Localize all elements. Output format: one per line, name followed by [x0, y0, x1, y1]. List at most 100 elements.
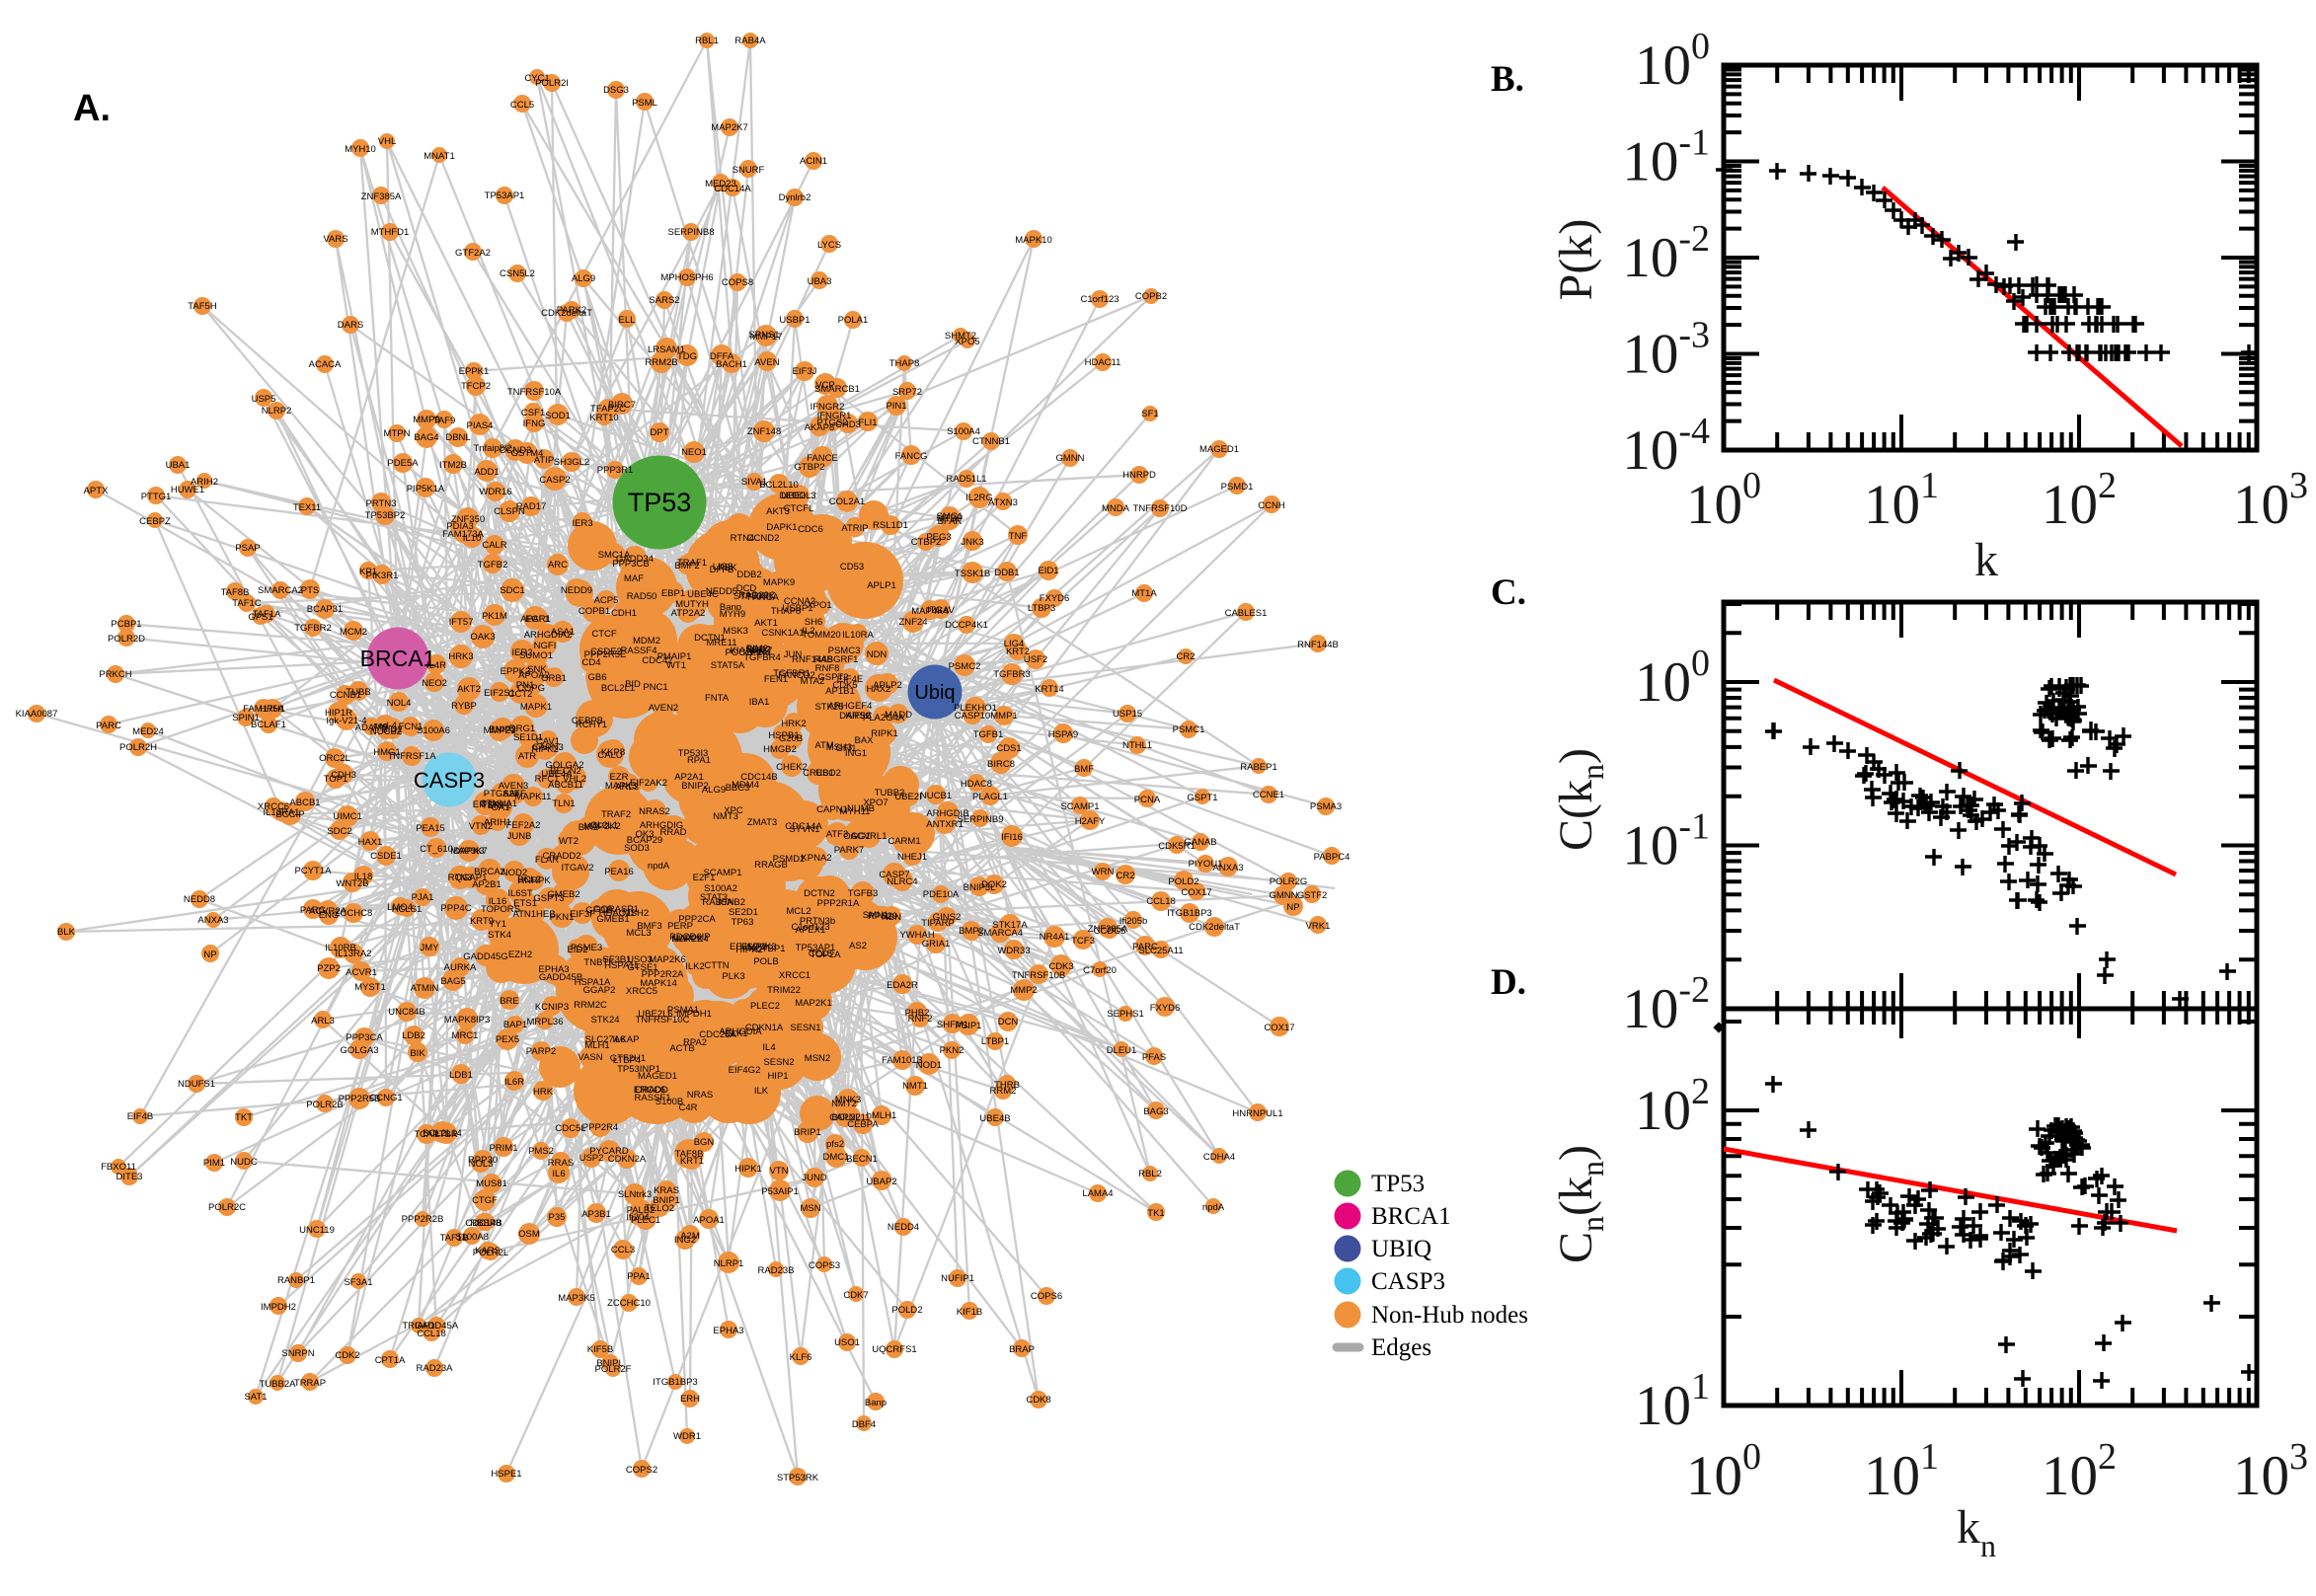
svg-text:10-2: 10-2	[1622, 969, 1710, 1040]
svg-text:GFI1B: GFI1B	[585, 905, 612, 916]
svg-text:GB6: GB6	[587, 672, 606, 683]
svg-text:ADD1: ADD1	[474, 467, 499, 478]
svg-text:TRAF1: TRAF1	[677, 558, 707, 569]
svg-text:HUWE1: HUWE1	[171, 485, 204, 495]
svg-text:CDKN2A: CDKN2A	[608, 1154, 647, 1165]
svg-text:TRRAP: TRRAP	[294, 1378, 326, 1389]
svg-text:WT1: WT1	[666, 660, 686, 671]
svg-text:KRT10: KRT10	[589, 413, 618, 423]
svg-text:MCM2: MCM2	[340, 627, 367, 638]
svg-text:DBNL: DBNL	[445, 432, 470, 443]
svg-text:ANTXR1: ANTXR1	[926, 819, 963, 830]
svg-text:NEDD4: NEDD4	[888, 1222, 919, 1233]
svg-text:USBP1: USBP1	[779, 315, 810, 326]
svg-text:CLSPN: CLSPN	[494, 506, 525, 517]
svg-text:PSAP: PSAP	[235, 543, 260, 554]
svg-text:PLEC1: PLEC1	[631, 1215, 660, 1226]
svg-text:GADD45G: GADD45G	[463, 951, 507, 962]
svg-text:IMPDH2: IMPDH2	[261, 1302, 296, 1313]
svg-text:ERCC6: ERCC6	[634, 1085, 665, 1096]
svg-text:LIG3: LIG3	[713, 562, 733, 572]
svg-text:NGFI: NGFI	[534, 641, 557, 651]
svg-text:PSMA3: PSMA3	[1310, 801, 1342, 812]
svg-text:DEDD: DEDD	[780, 491, 807, 501]
svg-text:EID2: EID2	[567, 945, 587, 955]
svg-text:B.: B.	[1491, 59, 1524, 100]
svg-text:BECN2: BECN2	[550, 766, 581, 777]
svg-text:NUDC: NUDC	[230, 1157, 258, 1168]
svg-text:CTNNA1: CTNNA1	[480, 798, 517, 809]
svg-text:ILK: ILK	[754, 1086, 769, 1097]
svg-text:SLNtrk3: SLNtrk3	[618, 1189, 652, 1200]
svg-text:LMO4: LMO4	[387, 902, 413, 913]
svg-text:ACVR1: ACVR1	[346, 967, 377, 978]
svg-text:BID2: BID2	[381, 724, 402, 735]
svg-text:PSME3: PSME3	[571, 943, 602, 953]
svg-text:DBF4: DBF4	[852, 1419, 876, 1430]
svg-text:UBE2L3: UBE2L3	[781, 491, 815, 501]
svg-text:KIF5C: KIF5C	[846, 711, 873, 722]
svg-text:ORB1: ORB1	[541, 673, 567, 684]
svg-text:POLA1: POLA1	[838, 315, 869, 326]
svg-text:DCTN2: DCTN2	[804, 888, 835, 899]
svg-text:MAP3K5: MAP3K5	[558, 1293, 595, 1304]
svg-text:TGFBR2: TGFBR2	[294, 623, 331, 634]
svg-text:CRADD: CRADD	[635, 1085, 668, 1096]
svg-text:RAB5A: RAB5A	[702, 897, 733, 908]
svg-text:BRCA2: BRCA2	[474, 867, 505, 877]
svg-text:Edges: Edges	[1371, 1334, 1431, 1361]
svg-text:NUMB: NUMB	[847, 803, 875, 814]
svg-text:ACTB: ACTB	[669, 1043, 694, 1054]
svg-text:MAPK10: MAPK10	[1015, 235, 1052, 246]
svg-text:CDK2deltaT: CDK2deltaT	[541, 308, 592, 319]
svg-text:SH3GL2: SH3GL2	[554, 457, 589, 468]
svg-text:SDC1: SDC1	[500, 585, 524, 596]
svg-text:TLN1: TLN1	[552, 798, 575, 809]
svg-text:HAX2: HAX2	[867, 684, 891, 695]
svg-text:BNIPL: BNIPL	[596, 1358, 623, 1369]
svg-text:MAP4K4: MAP4K4	[911, 606, 949, 617]
svg-text:P35: P35	[549, 1212, 566, 1223]
svg-text:ATP2A2: ATP2A2	[671, 608, 706, 619]
svg-text:PDIA3: PDIA3	[446, 521, 473, 532]
svg-text:FNTA: FNTA	[705, 693, 730, 704]
svg-text:FAM175A: FAM175A	[243, 704, 284, 715]
svg-text:LDB2: LDB2	[402, 1030, 425, 1041]
svg-text:TAF5H: TAF5H	[188, 301, 217, 312]
svg-text:KRT2: KRT2	[1006, 646, 1030, 657]
svg-text:NEDD8: NEDD8	[184, 894, 215, 905]
svg-text:SDC2: SDC2	[327, 826, 351, 837]
svg-text:APAF1: APAF1	[520, 614, 549, 625]
svg-text:TP63: TP63	[732, 917, 754, 928]
svg-text:TNF: TNF	[1009, 531, 1028, 542]
svg-text:LAMA4: LAMA4	[1082, 1188, 1113, 1199]
svg-text:PIYOU1: PIYOU1	[1189, 859, 1223, 870]
svg-text:YWHAH: YWHAH	[899, 930, 935, 941]
svg-text:CCL18: CCL18	[1146, 896, 1176, 907]
svg-text:NUCB1: NUCB1	[920, 791, 952, 801]
svg-text:DARS: DARS	[338, 320, 363, 331]
svg-text:H2AFY: H2AFY	[1075, 816, 1106, 827]
svg-text:CCND3: CCND3	[500, 445, 532, 456]
svg-text:APLP1: APLP1	[867, 580, 896, 591]
svg-text:COPS2: COPS2	[626, 1465, 657, 1476]
svg-text:TNFRSF1A: TNFRSF1A	[387, 751, 436, 762]
svg-text:CYC1: CYC1	[524, 73, 549, 84]
svg-text:IFNGR1: IFNGR1	[817, 411, 852, 421]
svg-text:GADD45B: GADD45B	[539, 972, 582, 983]
svg-text:RASGRF1: RASGRF1	[814, 654, 859, 665]
svg-text:CR2: CR2	[1176, 651, 1195, 662]
svg-text:IL18: IL18	[354, 872, 373, 882]
svg-text:CDC14A: CDC14A	[714, 184, 751, 194]
svg-text:TP53BP2: TP53BP2	[365, 510, 406, 521]
svg-text:DCTN1: DCTN1	[694, 633, 726, 644]
svg-text:Banp: Banp	[865, 1398, 887, 1408]
svg-text:S100A8: S100A8	[455, 1232, 489, 1243]
svg-text:ATRIP: ATRIP	[841, 523, 868, 534]
svg-text:EGR1: EGR1	[525, 614, 551, 625]
svg-text:CDC42: CDC42	[642, 655, 672, 666]
svg-text:MAPK14: MAPK14	[640, 978, 677, 989]
svg-text:ZNF385A: ZNF385A	[1088, 924, 1128, 935]
svg-text:IFNGR2: IFNGR2	[811, 402, 845, 413]
svg-text:PRIM1: PRIM1	[489, 1143, 517, 1154]
